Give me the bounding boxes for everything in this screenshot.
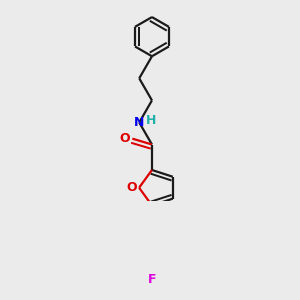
Text: O: O: [126, 181, 136, 194]
Text: F: F: [148, 273, 156, 286]
Text: N: N: [134, 116, 144, 129]
Text: O: O: [119, 132, 130, 145]
Text: H: H: [146, 114, 156, 127]
